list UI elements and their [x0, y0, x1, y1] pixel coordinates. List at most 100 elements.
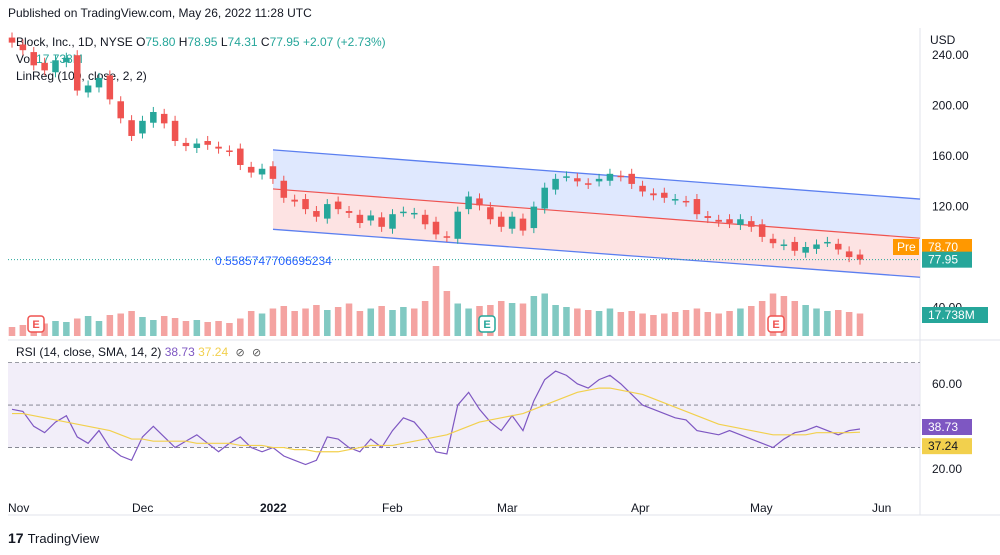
brand-name: TradingView — [27, 531, 100, 546]
linreg-line: LinReg (100, close, 2, 2) — [16, 68, 386, 85]
volume-bar — [432, 266, 440, 336]
volume-bar — [856, 313, 864, 336]
volume-bar — [378, 306, 385, 336]
candle-body — [552, 178, 559, 190]
candle-body — [574, 178, 581, 182]
candle-body — [487, 207, 494, 220]
candle-body — [726, 219, 733, 224]
low-value: 74.31 — [227, 35, 258, 49]
volume-bar — [595, 311, 603, 336]
candle-body — [769, 238, 777, 244]
volume-bar — [834, 310, 842, 336]
volume-bar — [204, 322, 211, 336]
volume-bar — [291, 311, 298, 336]
pre-label-bg — [893, 238, 919, 255]
candle-body — [748, 221, 755, 227]
volume-value-tag-bg — [922, 307, 988, 323]
candle-body — [378, 217, 385, 227]
candle-body — [193, 143, 201, 148]
earnings-marker-box — [767, 315, 785, 333]
candle-body — [476, 198, 483, 206]
volume-bar — [443, 291, 451, 336]
candle-body — [95, 77, 103, 88]
volume-bar — [367, 308, 375, 336]
rsi-sma-value-tag-bg — [922, 438, 972, 455]
volume-bar — [769, 293, 777, 336]
linreg-label: LinReg (100, close, 2, 2) — [16, 69, 147, 83]
change-value: +2.07 (+2.73%) — [302, 35, 386, 49]
candle-body — [226, 150, 233, 152]
volume-bar — [258, 313, 266, 336]
candle-body — [356, 214, 364, 224]
candle-body — [584, 183, 592, 185]
currency-label: USD — [930, 33, 956, 47]
earnings-marker-box — [27, 315, 45, 333]
rsi-tick-label: 20.00 — [932, 462, 962, 476]
linreg-lower-line — [272, 228, 921, 278]
candle-body — [715, 219, 722, 222]
earnings-marker-nov: E — [27, 315, 45, 333]
candle-body — [389, 214, 396, 229]
volume-bar — [171, 318, 179, 336]
eye-icon[interactable]: ⊘ — [235, 347, 245, 359]
volume-bar — [650, 315, 657, 336]
candle-body — [519, 218, 527, 231]
rsi-sma-line — [12, 387, 861, 453]
volume-bar — [661, 313, 668, 336]
price-tick-label: 240.00 — [932, 48, 969, 62]
candle-body — [106, 75, 114, 100]
linreg-mid-line — [272, 188, 921, 239]
candle-body — [291, 199, 298, 202]
earnings-marker-label[interactable]: E — [772, 319, 779, 331]
volume-bar — [682, 310, 690, 336]
rsi-name: RSI (14, close, SMA, 14, 2) — [16, 345, 162, 359]
volume-bar — [139, 317, 146, 336]
ohlc-line: Block, Inc., 1D, NYSE O75.80 H78.95 L74.… — [16, 34, 386, 51]
candle-body — [682, 200, 690, 203]
candle-body — [73, 55, 81, 91]
last-price-tag-bg — [922, 251, 972, 268]
candle-body — [345, 211, 353, 213]
rsi-legend: RSI (14, close, SMA, 14, 2) 38.73 37.24 … — [16, 345, 261, 359]
candle-body — [421, 214, 429, 225]
earnings-marker-label[interactable]: E — [483, 319, 490, 331]
volume-bar — [508, 303, 516, 336]
volume-bar — [389, 310, 396, 336]
candle-body — [160, 113, 168, 124]
open-value: 75.80 — [145, 35, 176, 49]
candle-body — [30, 52, 38, 66]
earnings-marker-box — [478, 315, 496, 333]
published-timestamp: Published on TradingView.com, May 26, 20… — [8, 6, 312, 20]
volume-bar — [454, 303, 462, 336]
pre-value-tag-bg — [922, 238, 972, 255]
pre-value-tag: 78.70 — [928, 240, 958, 254]
candle-body — [465, 196, 472, 210]
candle-body — [247, 166, 255, 173]
volume-bar — [8, 327, 16, 336]
settings-icon[interactable]: ⊘ — [252, 347, 262, 359]
earnings-marker-feb: E — [478, 315, 496, 333]
time-label-mar: Mar — [497, 501, 518, 515]
close-label: C — [260, 35, 270, 49]
candle-body — [802, 246, 809, 253]
candle-body — [813, 244, 820, 249]
linreg-upper-fill — [273, 149, 920, 239]
candle-body — [258, 168, 266, 175]
tradingview-brand[interactable]: 17 TradingView — [8, 530, 99, 546]
volume-bar — [313, 305, 320, 336]
pre-label: Pre — [897, 240, 916, 254]
volume-bar — [324, 310, 331, 336]
candle-body — [128, 120, 135, 136]
candle-body — [758, 224, 766, 237]
candle-body — [628, 173, 635, 184]
volume-bar — [52, 321, 59, 336]
tradingview-logo-icon: 17 — [8, 530, 24, 546]
volume-bar — [671, 312, 679, 336]
time-label-feb: Feb — [382, 501, 403, 515]
earnings-marker-label[interactable]: E — [32, 319, 39, 331]
price-tick-label: 200.00 — [932, 99, 969, 113]
volume-bar — [226, 323, 233, 336]
linreg-pearson-value: 0.5585747706695234 — [215, 254, 332, 268]
candle-body — [443, 236, 451, 238]
